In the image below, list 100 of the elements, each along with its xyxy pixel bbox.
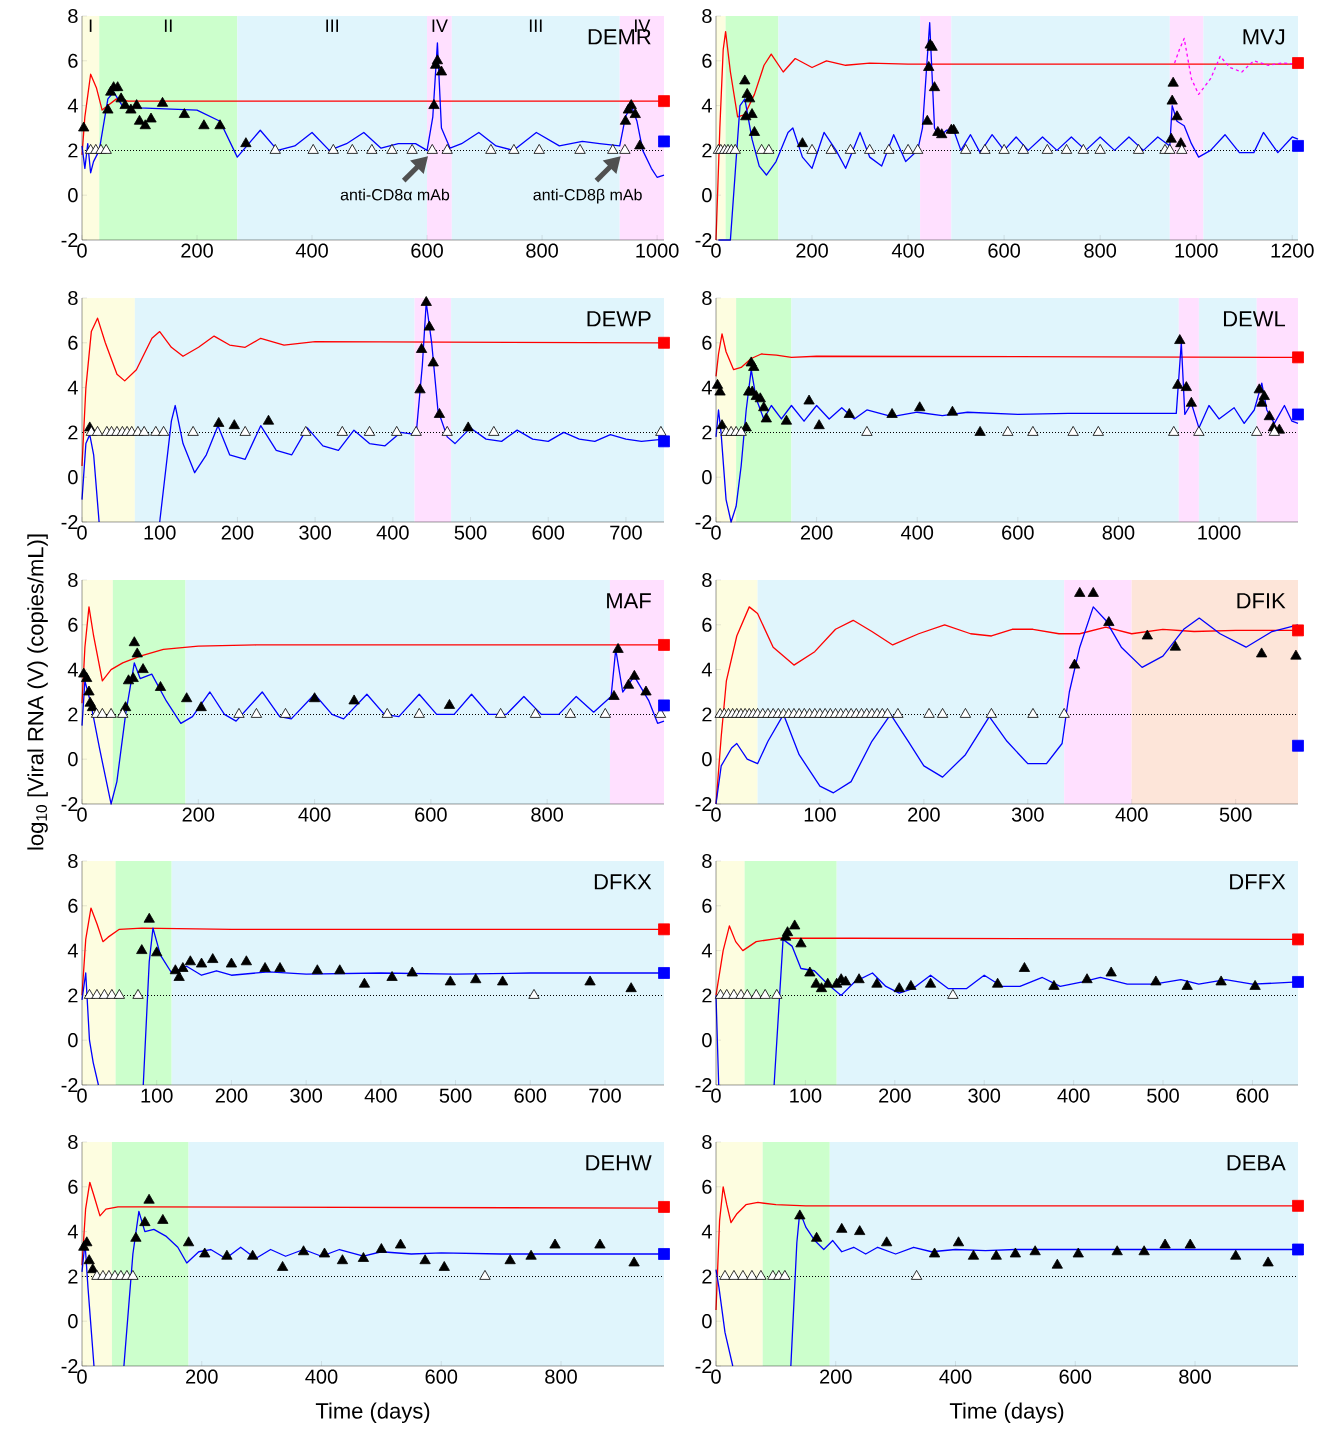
y-tick-label: 0 [68, 470, 78, 485]
x-tick-label: 700 [610, 525, 642, 540]
x-tick-label: 400 [1115, 807, 1148, 822]
x-tick-label: 1000 [636, 243, 679, 258]
x-tick-label: 400 [305, 1369, 338, 1384]
x-tick-label: 200 [215, 1088, 248, 1103]
y-tick-label: 4 [67, 98, 78, 113]
y-tick-label: 4 [67, 662, 78, 677]
y-tick-label: 8 [68, 853, 78, 869]
band-label: II [164, 19, 172, 32]
x-tick-label: 600 [415, 807, 447, 822]
y-tick-label: -2 [61, 233, 78, 247]
x-tick-label: 600 [1059, 1369, 1092, 1384]
x-tick-label: 400 [364, 1088, 397, 1103]
y-tick-label: 0 [702, 752, 712, 767]
y-tick-label: 8 [68, 290, 78, 306]
y-tick-label: 2 [68, 1269, 78, 1284]
x-tick-label: 200 [182, 807, 215, 822]
x-tick-label: 300 [299, 525, 331, 540]
y-tick-label: -2 [61, 1078, 78, 1092]
y-tick-label: 2 [702, 988, 712, 1003]
chart-title: DEBA [1227, 1155, 1286, 1171]
x-tick-label: 500 [1219, 807, 1252, 822]
x-tick-label: 600 [532, 525, 565, 540]
x-tick-label: 400 [891, 243, 924, 258]
x-tick-label: 800 [545, 1369, 577, 1384]
y-tick-label: 6 [68, 617, 78, 632]
band-label: IV [432, 19, 448, 32]
x-tick-label: 500 [454, 525, 487, 540]
y-tick-label: 2 [68, 143, 78, 158]
y-tick-label: 0 [68, 1314, 78, 1329]
y-tick-label: 0 [68, 752, 78, 767]
x-tick-label: 500 [1147, 1088, 1179, 1103]
y-tick-label: 8 [68, 572, 78, 588]
y-tick-label: 2 [68, 425, 78, 440]
y-tick-label: 8 [68, 8, 78, 24]
y-tick-label: 6 [68, 53, 78, 68]
x-tick-label: 800 [526, 243, 558, 258]
chart-title: DFIK [1237, 593, 1286, 609]
y-tick-label: 4 [67, 1224, 78, 1239]
y-tick-label: 0 [68, 1033, 78, 1048]
y-tick-label: 0 [702, 1033, 712, 1048]
chart-title: MVJ [1243, 29, 1285, 45]
x-tick-label: 200 [796, 243, 828, 258]
y-tick-label: -2 [695, 797, 712, 811]
x-tick-label: 600 [988, 243, 1021, 258]
y-tick-label: 0 [702, 1314, 712, 1329]
y-tick-label: 2 [68, 988, 78, 1003]
y-tick-label: 8 [702, 1134, 712, 1150]
y-tick-label: 4 [701, 98, 712, 113]
y-tick-label: 2 [68, 707, 78, 722]
x-tick-label: 200 [908, 807, 940, 822]
y-tick-label: 0 [702, 470, 712, 485]
chart-title: DEWL [1223, 311, 1286, 327]
y-tick-label: 8 [702, 290, 712, 306]
x-tick-label: 800 [1102, 525, 1135, 540]
y-tick-label: 4 [701, 662, 712, 677]
x-tick-label: 400 [376, 525, 409, 540]
annotation: anti-CD8β mAb [533, 188, 642, 204]
x-tick-label: 500 [439, 1088, 472, 1103]
x-tick-label: 800 [1084, 243, 1117, 258]
y-tick-label: 2 [702, 143, 712, 158]
chart-title: DEWP [587, 311, 651, 327]
x-tick-label: 1000 [1198, 525, 1241, 540]
band-label: III [529, 19, 542, 32]
y-tick-label: 8 [702, 572, 712, 588]
y-tick-label: -2 [695, 1078, 712, 1092]
x-tick-label: 400 [939, 1369, 972, 1384]
y-tick-label: 4 [701, 1224, 712, 1239]
x-tick-label: 600 [1236, 1088, 1269, 1103]
band-label: III [326, 19, 339, 32]
x-tick-label: 600 [1002, 525, 1034, 540]
x-tick-label: 100 [144, 525, 176, 540]
x-tick-label: 100 [804, 807, 836, 822]
y-tick-label: -2 [61, 1359, 78, 1373]
x-tick-label: 600 [514, 1088, 547, 1103]
x-tick-label: 300 [968, 1088, 1001, 1103]
y-tick-label: 4 [701, 380, 712, 395]
band-label: I [89, 19, 92, 32]
y-tick-label: 8 [702, 853, 712, 869]
y-tick-label: 6 [702, 53, 712, 68]
x-tick-label: 1200 [1271, 243, 1314, 258]
x-tick-label: 200 [800, 525, 833, 540]
y-axis-title: log$_{10}$ [Viral RNA (V) (copies/mL)] [27, 534, 48, 850]
y-tick-label: 6 [68, 1179, 78, 1194]
x-tick-label: 600 [425, 1369, 458, 1384]
y-tick-label: 6 [68, 335, 78, 350]
y-tick-label: 4 [67, 943, 78, 958]
x-tick-label: 800 [1179, 1369, 1211, 1384]
x-axis-title: Time (days) [315, 1402, 430, 1424]
chart-title: MAF [607, 593, 651, 609]
x-tick-label: 700 [589, 1088, 621, 1103]
x-axis-title: Time (days) [949, 1402, 1064, 1424]
y-tick-label: 6 [702, 617, 712, 632]
x-tick-label: 400 [298, 807, 331, 822]
x-tick-label: 200 [181, 243, 213, 258]
chart-title: DFKX [594, 874, 652, 890]
x-tick-label: 800 [531, 807, 564, 822]
y-tick-label: 0 [68, 188, 78, 203]
y-tick-label: 6 [702, 898, 712, 913]
